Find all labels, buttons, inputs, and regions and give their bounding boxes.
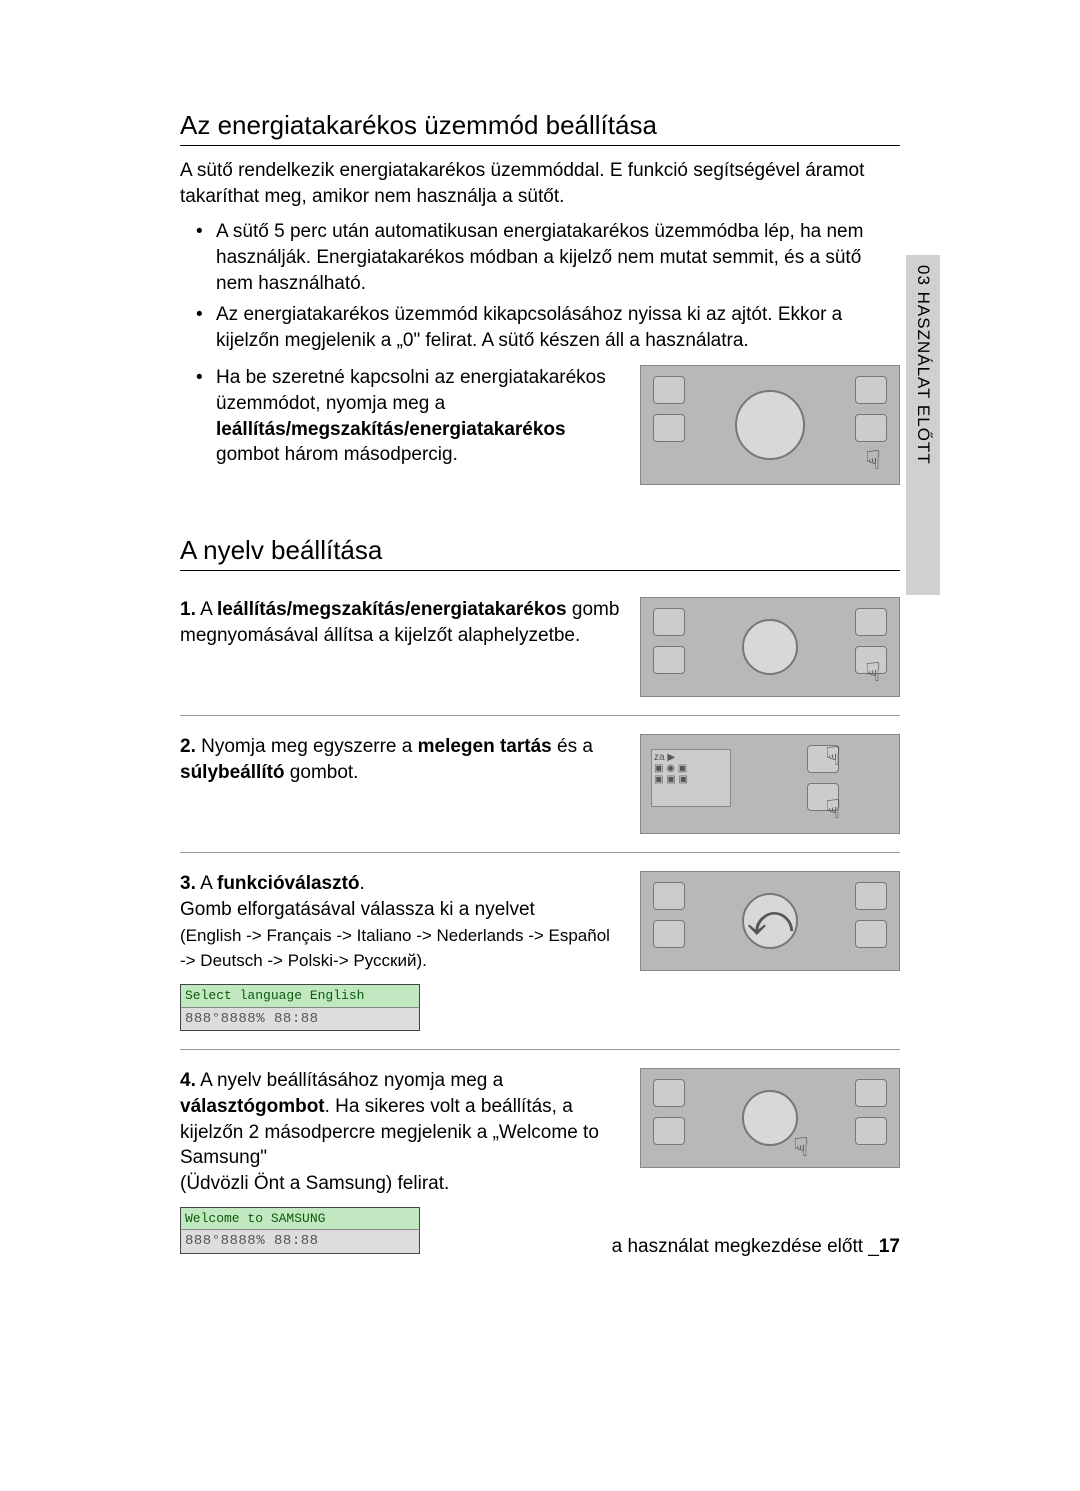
bullet-item: Az energiatakarékos üzemmód kikapcsolásá…: [202, 302, 900, 353]
text: és a: [552, 736, 593, 757]
step-1: 1. A leállítás/megszakítás/energiatakaré…: [180, 583, 900, 711]
section2: A nyelv beállítása 1. A leállítás/megsza…: [180, 535, 900, 1268]
text: .: [360, 873, 365, 894]
page-footer: a használat megkezdése előtt _17: [612, 1236, 900, 1258]
text-bold: választógombot: [180, 1096, 325, 1117]
text: Nyomja meg egyszerre a: [196, 736, 418, 757]
mini-lcd: za ▶▣ ◉ ▣▣ ▣ ▣: [651, 749, 731, 807]
bullet3-row: Ha be szeretné kapcsolni az energiatakar…: [180, 365, 900, 485]
section1-title: Az energiatakarékos üzemmód beállítása: [180, 110, 900, 146]
lcd-line1: Welcome to SAMSUNG: [181, 1208, 419, 1231]
step-number: 2.: [180, 736, 196, 757]
divider: [180, 715, 900, 716]
eco-button: [855, 414, 887, 442]
panel-button: [653, 882, 685, 910]
text: A nyelv beállításához nyomja meg a: [196, 1070, 503, 1091]
step-number: 1.: [180, 599, 196, 620]
hand-pointer-icon: ☟: [825, 741, 841, 772]
hand-pointer-icon: ☟: [865, 445, 881, 476]
panel-button: [855, 1079, 887, 1107]
hand-pointer-icon: ☟: [825, 794, 841, 825]
control-panel-illustration: ☟: [640, 1068, 900, 1168]
control-panel-illustration: za ▶▣ ◉ ▣▣ ▣ ▣ ☟ ☟: [640, 734, 900, 834]
dial-icon: [742, 619, 798, 675]
dial-icon: [742, 1090, 798, 1146]
panel-button: [855, 376, 887, 404]
panel-button: [653, 646, 685, 674]
text-bold: melegen tartás: [418, 736, 552, 757]
panel-button: [653, 920, 685, 948]
section2-title: A nyelv beállítása: [180, 535, 900, 571]
panel-button: [653, 1117, 685, 1145]
panel-button: [653, 608, 685, 636]
step-number: 4.: [180, 1070, 196, 1091]
text: gombot.: [285, 762, 359, 783]
bullet-item: A sütő 5 perc után automatikusan energia…: [202, 219, 900, 296]
divider: [180, 852, 900, 853]
bullet-item: Ha be szeretné kapcsolni az energiatakar…: [202, 365, 620, 468]
footer-text: a használat megkezdése előtt _: [612, 1236, 879, 1257]
rotate-arrow-icon: ⤺: [746, 896, 793, 946]
control-panel-illustration: ☟: [640, 597, 900, 697]
step-number: 3.: [180, 873, 196, 894]
text: gombot három másodpercig.: [216, 444, 458, 465]
text: Ha be szeretné kapcsolni az energiatakar…: [216, 367, 606, 414]
page: 03 HASZNÁLAT ELŐTT Az energiatakarékos ü…: [0, 0, 1080, 1328]
panel-button: [855, 1117, 887, 1145]
side-tab-label: 03 HASZNÁLAT ELŐTT: [913, 265, 933, 465]
panel-button: [653, 376, 685, 404]
text-bold: funkcióválasztó: [217, 873, 360, 894]
panel-button: [653, 414, 685, 442]
side-tab: 03 HASZNÁLAT ELŐTT: [906, 255, 940, 595]
divider: [180, 1049, 900, 1050]
lcd-display: Select language English 888°8888% 88:88: [180, 984, 420, 1031]
hand-pointer-icon: ☟: [793, 1132, 809, 1163]
section1-intro: A sütő rendelkezik energiatakarékos üzem…: [180, 158, 900, 209]
text: (Üdvözli Önt a Samsung) felirat.: [180, 1173, 449, 1194]
dial-icon: [735, 390, 805, 460]
panel-button: [855, 608, 887, 636]
text-bold: leállítás/megszakítás/energiatakarékos: [217, 599, 567, 620]
panel-button: [855, 920, 887, 948]
text-bold: súlybeállító: [180, 762, 285, 783]
panel-button: [855, 882, 887, 910]
step-text: 4. A nyelv beállításához nyomja meg a vá…: [180, 1068, 620, 1254]
text: Gomb elforgatásával válassza ki a nyelve…: [180, 899, 535, 920]
page-number: 17: [879, 1236, 900, 1257]
text-bold: leállítás/megszakítás/energiatakarékos: [216, 419, 566, 440]
step-2: 2. Nyomja meg egyszerre a melegen tartás…: [180, 720, 900, 848]
lcd-line2: 888°8888% 88:88: [181, 1008, 419, 1031]
text: A: [196, 599, 217, 620]
control-panel-illustration: ☟: [640, 365, 900, 485]
language-list: (English -> Français -> Italiano -> Nede…: [180, 926, 610, 971]
step-text: 1. A leállítás/megszakítás/energiatakaré…: [180, 597, 620, 648]
panel-button: [653, 1079, 685, 1107]
step-3: 3. A funkcióválasztó. Gomb elforgatásáva…: [180, 857, 900, 1045]
step-text: 2. Nyomja meg egyszerre a melegen tartás…: [180, 734, 620, 785]
control-panel-illustration: ⤺: [640, 871, 900, 971]
hand-pointer-icon: ☟: [865, 657, 881, 688]
lcd-display: Welcome to SAMSUNG 888°8888% 88:88: [180, 1207, 420, 1254]
lcd-line1: Select language English: [181, 985, 419, 1008]
section1-bullet-list: A sütő 5 perc után automatikusan energia…: [180, 219, 900, 353]
step-text: 3. A funkcióválasztó. Gomb elforgatásáva…: [180, 871, 620, 1031]
text: A: [196, 873, 217, 894]
lcd-line2: 888°8888% 88:88: [181, 1230, 419, 1253]
